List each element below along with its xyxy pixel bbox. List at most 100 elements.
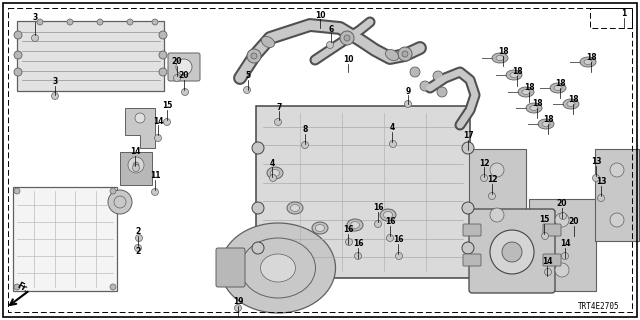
Circle shape xyxy=(398,47,412,61)
Circle shape xyxy=(490,208,504,222)
Circle shape xyxy=(340,31,354,45)
Circle shape xyxy=(402,51,408,57)
Circle shape xyxy=(182,89,189,95)
Ellipse shape xyxy=(312,222,328,234)
Ellipse shape xyxy=(262,36,275,48)
Circle shape xyxy=(154,134,161,141)
Ellipse shape xyxy=(567,101,575,107)
Circle shape xyxy=(502,242,522,262)
Ellipse shape xyxy=(563,99,579,109)
Ellipse shape xyxy=(385,49,399,60)
Circle shape xyxy=(420,81,430,91)
Circle shape xyxy=(275,118,282,125)
Circle shape xyxy=(159,68,167,76)
Circle shape xyxy=(610,163,624,177)
Text: 18: 18 xyxy=(524,84,534,92)
Circle shape xyxy=(396,252,403,260)
Text: 18: 18 xyxy=(543,116,554,124)
Circle shape xyxy=(136,235,143,242)
FancyBboxPatch shape xyxy=(469,149,526,236)
Circle shape xyxy=(234,305,241,311)
Text: Fr.: Fr. xyxy=(15,281,29,295)
Ellipse shape xyxy=(530,106,538,110)
Polygon shape xyxy=(120,152,152,185)
Circle shape xyxy=(14,31,22,39)
Circle shape xyxy=(108,190,132,214)
Circle shape xyxy=(610,213,624,227)
Circle shape xyxy=(252,242,264,254)
Text: 14: 14 xyxy=(541,258,552,267)
FancyBboxPatch shape xyxy=(469,209,555,293)
Text: 13: 13 xyxy=(596,178,606,187)
Circle shape xyxy=(110,188,116,194)
Text: 10: 10 xyxy=(315,11,325,20)
Text: 14: 14 xyxy=(130,148,140,156)
Text: 16: 16 xyxy=(393,236,403,244)
Text: 18: 18 xyxy=(568,95,579,105)
Text: 18: 18 xyxy=(532,100,542,108)
Circle shape xyxy=(462,142,474,154)
Text: 20: 20 xyxy=(557,199,567,209)
Ellipse shape xyxy=(291,204,300,212)
Text: 8: 8 xyxy=(302,125,308,134)
Text: 4: 4 xyxy=(269,158,275,167)
Circle shape xyxy=(488,193,495,199)
Text: 20: 20 xyxy=(179,71,189,81)
Text: 18: 18 xyxy=(586,53,596,62)
Circle shape xyxy=(51,92,58,100)
Text: 15: 15 xyxy=(539,215,549,225)
FancyBboxPatch shape xyxy=(13,187,117,291)
FancyBboxPatch shape xyxy=(543,224,561,236)
Circle shape xyxy=(437,87,447,97)
Text: 3: 3 xyxy=(52,77,58,86)
Ellipse shape xyxy=(522,90,530,94)
Circle shape xyxy=(37,19,43,25)
Circle shape xyxy=(598,195,605,202)
Ellipse shape xyxy=(380,209,396,221)
Circle shape xyxy=(593,174,600,181)
Circle shape xyxy=(135,113,145,123)
Circle shape xyxy=(326,42,333,49)
Text: TRT4E2705: TRT4E2705 xyxy=(578,302,620,311)
Ellipse shape xyxy=(580,57,596,67)
Circle shape xyxy=(301,141,308,148)
Ellipse shape xyxy=(526,103,542,113)
Text: 20: 20 xyxy=(569,218,579,227)
Circle shape xyxy=(252,202,264,214)
Circle shape xyxy=(346,238,353,245)
Ellipse shape xyxy=(492,53,508,63)
Circle shape xyxy=(114,196,126,208)
Text: 10: 10 xyxy=(343,55,353,65)
Circle shape xyxy=(110,284,116,290)
Ellipse shape xyxy=(221,223,335,313)
Circle shape xyxy=(252,142,264,154)
Polygon shape xyxy=(125,108,155,148)
FancyBboxPatch shape xyxy=(463,254,481,266)
Text: 19: 19 xyxy=(233,298,243,307)
Ellipse shape xyxy=(538,119,554,129)
Circle shape xyxy=(269,174,276,181)
Circle shape xyxy=(97,19,103,25)
Text: 16: 16 xyxy=(343,226,353,235)
Text: 7: 7 xyxy=(276,102,282,111)
Text: 5: 5 xyxy=(245,71,251,81)
Text: 15: 15 xyxy=(162,101,172,110)
Text: 16: 16 xyxy=(353,239,364,249)
Text: 11: 11 xyxy=(150,172,160,180)
Ellipse shape xyxy=(554,85,562,91)
Text: 2: 2 xyxy=(136,228,141,236)
Ellipse shape xyxy=(584,60,592,65)
Circle shape xyxy=(390,140,397,148)
FancyBboxPatch shape xyxy=(463,224,481,236)
Text: 4: 4 xyxy=(389,124,395,132)
FancyBboxPatch shape xyxy=(256,106,470,278)
Circle shape xyxy=(31,35,38,42)
Circle shape xyxy=(559,212,566,220)
Circle shape xyxy=(355,252,362,260)
FancyBboxPatch shape xyxy=(529,199,596,291)
Circle shape xyxy=(14,188,20,194)
Text: 16: 16 xyxy=(385,218,396,227)
Text: 1: 1 xyxy=(621,10,627,19)
Ellipse shape xyxy=(496,55,504,60)
Circle shape xyxy=(132,164,140,172)
